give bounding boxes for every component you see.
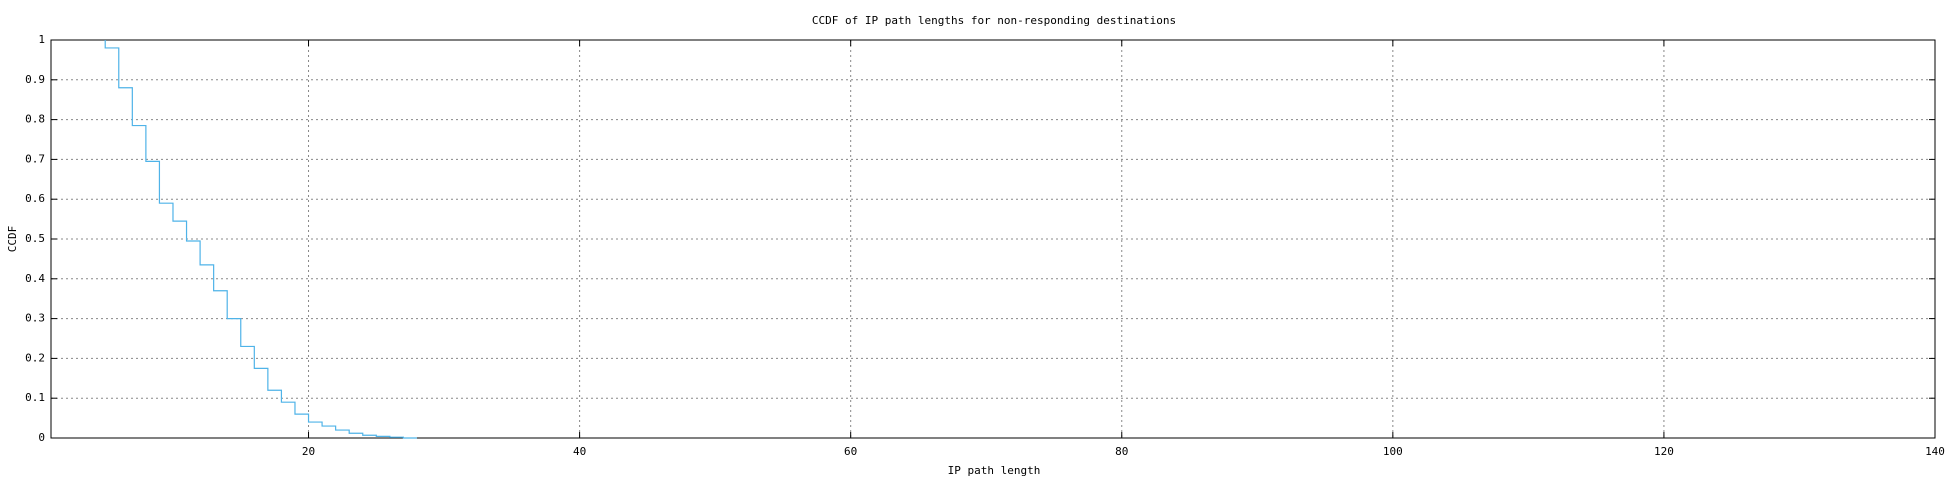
y-tick-label: 0.8 (25, 113, 45, 126)
y-tick-label: 0.5 (25, 232, 45, 245)
x-tick-label: 100 (1383, 445, 1403, 458)
x-tick-label: 20 (302, 445, 315, 458)
x-tick-label: 80 (1115, 445, 1128, 458)
step-line (104, 40, 417, 439)
y-tick-label: 1 (38, 33, 45, 46)
y-tick-label: 0 (38, 431, 45, 444)
y-tick-label: 0.2 (25, 351, 45, 364)
x-tick-label: 140 (1925, 445, 1945, 458)
y-axis-label: CCDF (6, 226, 19, 253)
y-tick-label: 0.4 (25, 272, 45, 285)
y-tick-label: 0.9 (25, 73, 45, 86)
x-tick-label: 40 (573, 445, 586, 458)
x-tick-label: 60 (844, 445, 857, 458)
x-axis-label: IP path length (948, 464, 1041, 477)
y-tick-label: 0.1 (25, 391, 45, 404)
x-tick-label: 120 (1654, 445, 1674, 458)
y-tick-label: 0.7 (25, 152, 45, 165)
y-tick-label: 0.6 (25, 192, 45, 205)
y-tick-label: 0.3 (25, 312, 45, 325)
chart-title: CCDF of IP path lengths for non-respondi… (812, 14, 1176, 27)
plot-frame (50, 39, 1936, 439)
